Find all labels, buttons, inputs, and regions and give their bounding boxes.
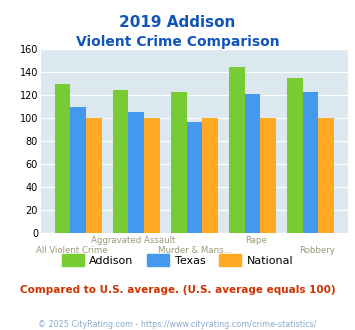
Bar xyxy=(171,92,186,233)
Bar xyxy=(202,118,218,233)
Bar xyxy=(144,118,160,233)
Text: 2019 Addison: 2019 Addison xyxy=(119,15,236,30)
Bar xyxy=(302,92,318,233)
Bar xyxy=(113,89,129,233)
Text: Aggravated Assault: Aggravated Assault xyxy=(91,236,175,245)
Bar xyxy=(318,118,334,233)
Bar xyxy=(70,107,86,233)
Text: Violent Crime Comparison: Violent Crime Comparison xyxy=(76,35,279,49)
Text: Compared to U.S. average. (U.S. average equals 100): Compared to U.S. average. (U.S. average … xyxy=(20,285,335,295)
Text: All Violent Crime: All Violent Crime xyxy=(36,246,107,255)
Bar xyxy=(129,113,144,233)
Text: Rape: Rape xyxy=(245,236,267,245)
Bar xyxy=(287,78,302,233)
Bar xyxy=(186,122,202,233)
Bar xyxy=(245,94,260,233)
Text: © 2025 CityRating.com - https://www.cityrating.com/crime-statistics/: © 2025 CityRating.com - https://www.city… xyxy=(38,320,317,329)
Bar xyxy=(260,118,276,233)
Bar xyxy=(229,67,245,233)
Bar xyxy=(55,84,70,233)
Bar xyxy=(86,118,102,233)
Text: Murder & Mans...: Murder & Mans... xyxy=(158,246,231,255)
Legend: Addison, Texas, National: Addison, Texas, National xyxy=(57,250,298,270)
Text: Robbery: Robbery xyxy=(299,246,335,255)
